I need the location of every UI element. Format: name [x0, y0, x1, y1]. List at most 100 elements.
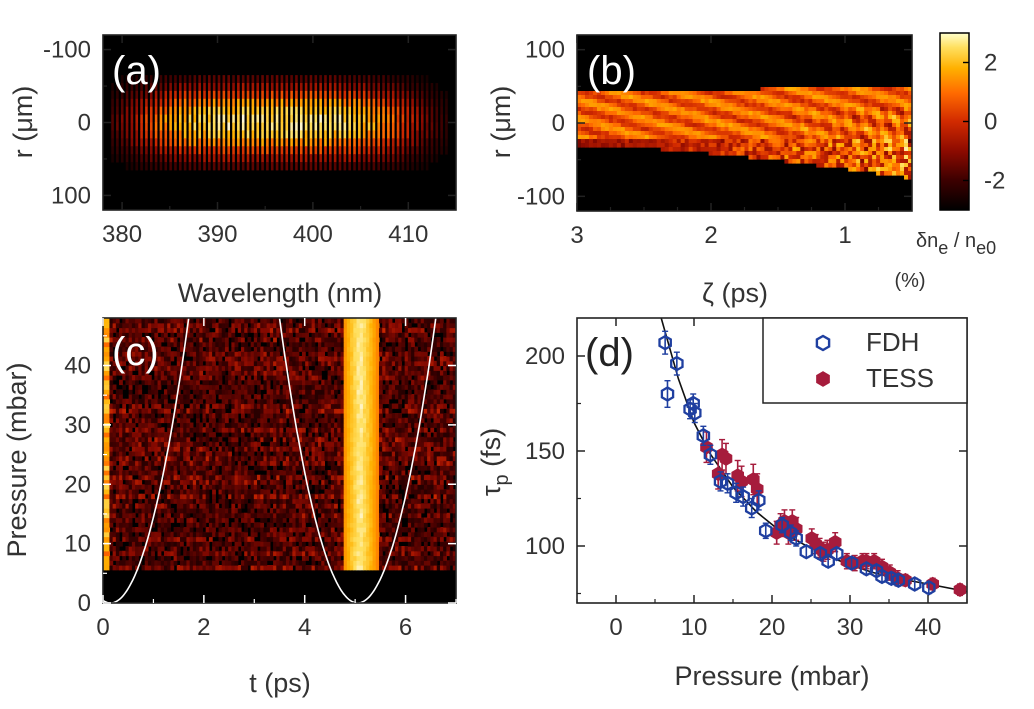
density-cell [780, 143, 785, 148]
spectrum-cell [186, 527, 191, 533]
spectrum-cell [391, 493, 396, 500]
spectrum-cell [260, 489, 265, 495]
fringe-segment [304, 75, 308, 84]
fringe-segment [275, 161, 279, 171]
spectrum-cell [199, 436, 204, 443]
density-cell [872, 159, 877, 164]
spectrum-cell [257, 555, 261, 561]
spectrum-cell [401, 560, 406, 566]
spectrum-cell [346, 550, 351, 557]
density-cell [868, 103, 873, 108]
spectrum-cell [176, 503, 181, 509]
colorbar-unit: (%) [894, 270, 925, 292]
spectrum-cell [208, 565, 213, 571]
spectrum-cell [353, 541, 358, 547]
fringe-segment [280, 83, 284, 92]
spectrum-cell [163, 503, 168, 509]
spectrum-cell [295, 531, 300, 538]
spectrum-cell [356, 479, 361, 485]
spectrum-cell [247, 512, 252, 519]
spectrum-cell [240, 517, 245, 523]
spectrum-cell [314, 455, 319, 462]
spectrum-cell [321, 522, 326, 528]
spectrum-cell [407, 541, 412, 547]
spectrum-cell [180, 536, 184, 542]
spectrum-cell [420, 465, 425, 471]
fringe-segment [237, 146, 240, 155]
density-cell [768, 107, 774, 112]
spectrum-cell [135, 503, 139, 509]
fringe-segment [237, 130, 240, 139]
spectrum-cell [343, 451, 348, 457]
spectrum-cell [196, 455, 200, 462]
fringe-segment [396, 154, 400, 163]
spectrum-cell [417, 446, 422, 452]
fringe-segment [329, 75, 332, 84]
x-tick-label: 390 [197, 221, 237, 248]
density-cell [896, 95, 901, 100]
fringe-segment [377, 138, 381, 147]
density-cell [792, 147, 797, 152]
density-cell [648, 135, 654, 140]
spectrum-cell [157, 484, 162, 490]
density-cell [680, 99, 686, 104]
spectrum-cell [340, 527, 345, 533]
spectrum-cell [366, 508, 370, 514]
spectrum-cell [391, 460, 396, 466]
density-cell [824, 147, 829, 152]
spectrum-cell [183, 508, 188, 514]
density-cell [836, 131, 841, 136]
density-cell [756, 127, 762, 132]
density-cell [836, 119, 841, 124]
fringe-segment [329, 106, 332, 116]
fringe-segment [411, 138, 414, 147]
density-cell [800, 119, 805, 124]
spectrum-cell [308, 503, 313, 509]
spectrum-cell [439, 536, 444, 542]
spectrum-cell [247, 451, 252, 457]
fringe-segment [382, 130, 385, 139]
spectrum-cell [346, 522, 351, 528]
spectrum-cell [273, 489, 277, 495]
spectrum-cell [321, 455, 326, 462]
density-cell [844, 107, 849, 112]
density-cell [880, 87, 885, 92]
spectrum-cell [388, 546, 393, 552]
spectrum-cell [109, 460, 114, 466]
density-cell [664, 91, 670, 96]
colorbar-tick-label: -2 [984, 168, 1005, 195]
spectrum-cell [353, 512, 358, 519]
fringe-segment [391, 83, 395, 92]
spectrum-cell [420, 550, 425, 557]
spectrum-cell [263, 536, 268, 542]
fringe-segment [295, 83, 298, 92]
spectrum-cell [356, 455, 361, 462]
fringe-segment [280, 161, 284, 171]
fringe-segment [324, 122, 327, 131]
density-cell [596, 103, 602, 108]
spectrum-cell [337, 555, 342, 561]
density-cell [824, 151, 829, 156]
density-cell [700, 127, 706, 132]
spectrum-cell [378, 451, 383, 457]
spectrum-cell [202, 470, 207, 476]
fringe-segment [256, 114, 260, 123]
fringe-segment [362, 83, 366, 92]
spectrum-cell [221, 541, 226, 547]
spectrum-cell [196, 465, 200, 471]
density-cell [812, 107, 817, 112]
density-cell [808, 103, 813, 108]
spectrum-cell [430, 508, 435, 514]
spectrum-cell [391, 441, 396, 447]
spectrum-cell [212, 489, 216, 495]
density-cell [848, 135, 853, 140]
spectrum-cell [436, 522, 441, 528]
spectrum-cell [163, 536, 168, 542]
fringe-segment [159, 161, 163, 171]
spectrum-cell [382, 536, 386, 542]
spectrum-cell [221, 503, 226, 509]
density-cell [812, 127, 817, 132]
spectrum-cell [430, 555, 435, 561]
density-cell [884, 115, 889, 120]
fringe-segment [338, 154, 342, 163]
